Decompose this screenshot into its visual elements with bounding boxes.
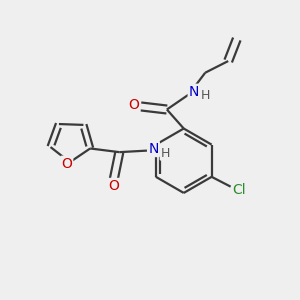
Text: O: O	[61, 157, 72, 171]
Text: N: N	[148, 142, 159, 156]
Text: O: O	[129, 98, 140, 112]
Text: H: H	[200, 89, 210, 102]
Text: O: O	[108, 179, 119, 193]
Text: N: N	[189, 85, 199, 99]
Text: Cl: Cl	[232, 183, 246, 197]
Text: H: H	[160, 147, 170, 160]
